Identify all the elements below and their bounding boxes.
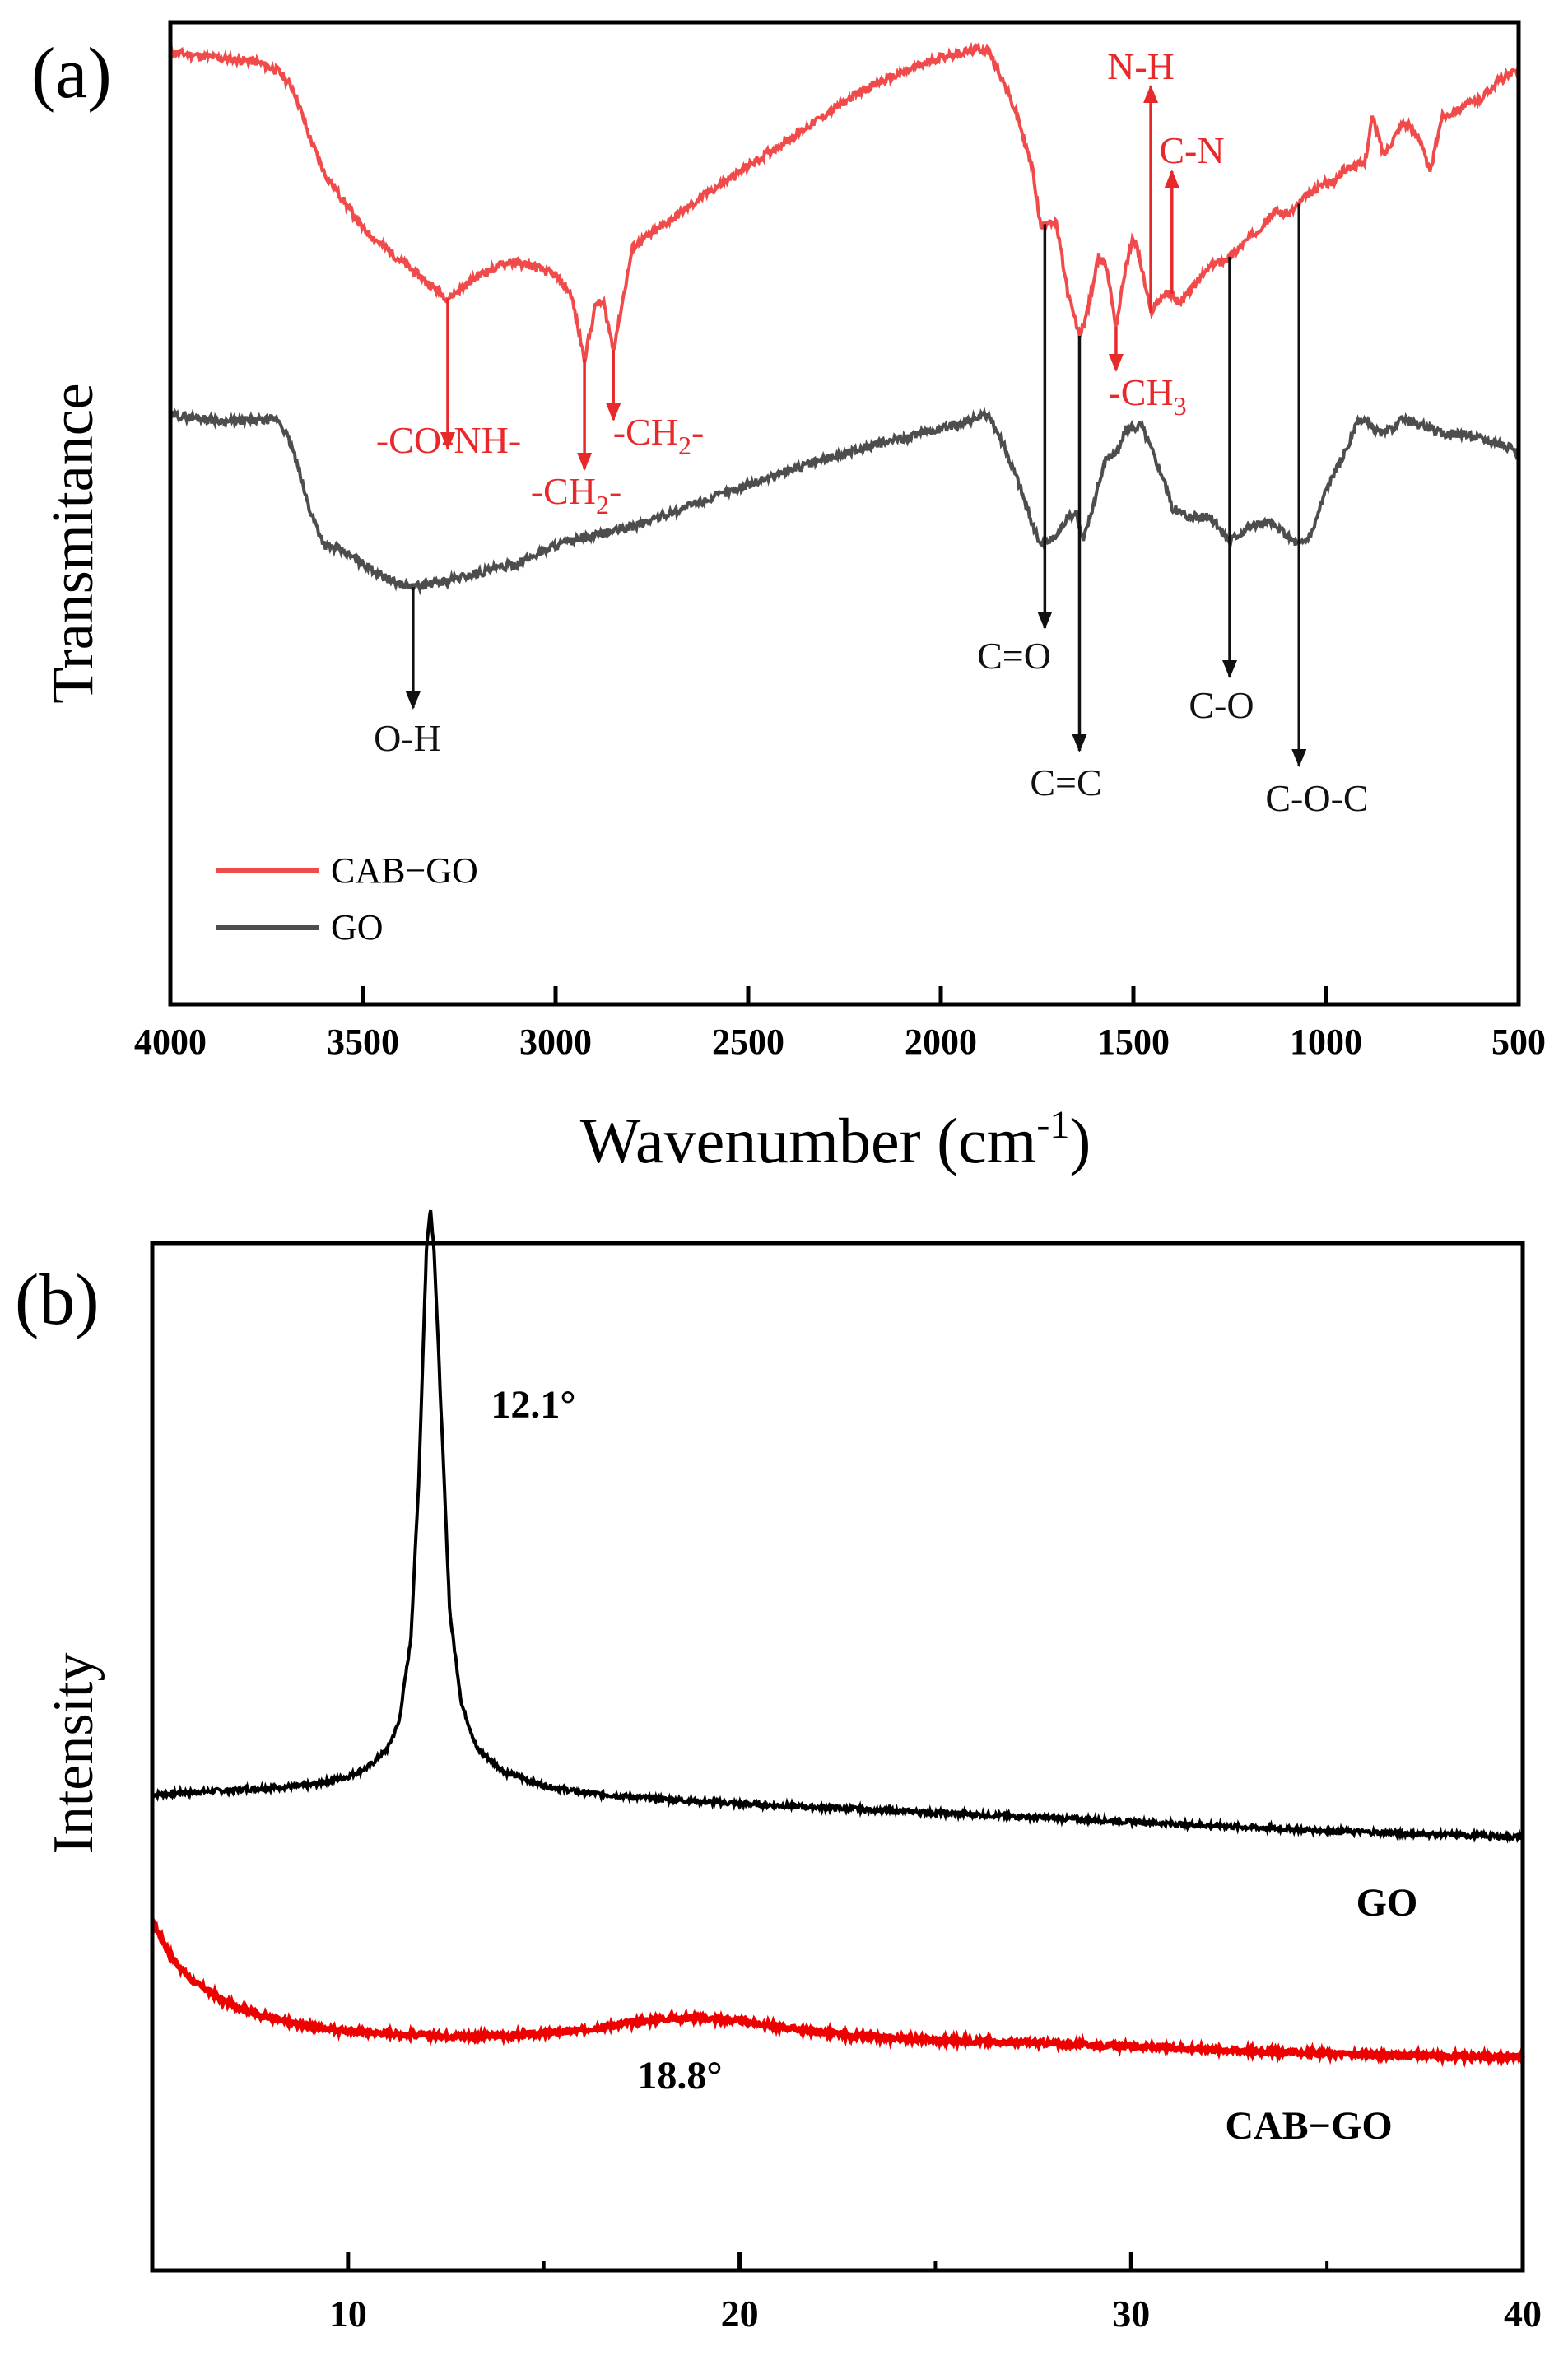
x-tick-label-a-2: 3000 [519,1022,592,1062]
annotation-arrowhead-0 [440,432,455,450]
panel-a-ylabel: Transmitance [40,383,105,703]
panel-a-plot-area: -CO-NH--CH2--CH2--CH3N-HC-NO-HC=OC=CC-OC… [169,41,1520,819]
annotation-arrowhead-5 [1164,170,1179,188]
x-tick-label-b-1: 20 [721,2293,759,2335]
annotation-label-0: -CO-NH- [376,419,521,461]
x-tick-label-a-5: 1500 [1097,1022,1170,1062]
x-tick-label-b-2: 30 [1112,2293,1150,2335]
x-tick-label-a-7: 500 [1491,1022,1546,1062]
annotation-label-9: C-O [1189,684,1254,726]
x-tick-label-a-3: 2500 [712,1022,784,1062]
annotation-arrowhead-7 [1037,612,1053,630]
x-tick-label-a-4: 2000 [905,1022,977,1062]
x-tick-label-b-3: 40 [1504,2293,1542,2335]
panel-b-label: (b) [15,1260,100,1340]
series-label-b-1: CAB−GO [1225,2104,1392,2148]
annotation-arrowhead-9 [1222,660,1237,678]
peak-label-1: 18.8° [637,2054,722,2098]
annotation-label-10: C-O-C [1265,777,1368,819]
annotation-label-2: -CH2- [613,411,705,460]
annotation-arrowhead-3 [1108,354,1124,372]
series-line-go [169,407,1520,596]
x-tick-label-a-0: 4000 [134,1022,207,1062]
series-line-cab-go [169,41,1520,364]
x-tick-label-a-6: 1000 [1290,1022,1362,1062]
annotation-label-8: C=C [1030,761,1101,803]
series-line-cab-go-xrd [150,1918,1525,2069]
panel-b-frame [150,1241,1525,2273]
annotation-label-5: C-N [1159,129,1224,171]
panel-a-legend: CAB−GO GO [216,850,478,948]
panel-a-label: (a) [31,34,112,114]
legend-label-go: GO [331,907,384,948]
annotation-label-1: -CH2- [531,470,622,519]
annotation-arrowhead-1 [577,453,593,471]
annotation-arrowhead-2 [606,403,621,421]
annotation-arrowhead-4 [1143,85,1159,103]
annotation-arrowhead-8 [1072,734,1087,752]
panel-a-annotations: -CO-NH--CH2--CH2--CH3N-HC-NO-HC=OC=CC-OC… [374,45,1369,819]
x-tick-label-b-0: 10 [329,2293,367,2335]
annotation-label-6: O-H [374,717,441,759]
annotation-label-7: C=O [977,635,1051,677]
panel-b: (b) Intensity 10 20 30 40 12.1° 18.8° GO CAB−G… [15,1209,1542,2335]
annotation-label-3: -CH3 [1108,371,1186,421]
annotation-label-4: N-H [1107,45,1175,87]
x-tick-label-a-1: 3500 [327,1022,399,1062]
panel-b-annotations: 12.1° 18.8° GO CAB−GO [491,1383,1417,2148]
panel-a-frame [168,20,1521,1007]
panel-a: (a) Transmitance Wavenumber (cm-1) 4000 3… [31,20,1546,1176]
panel-b-ylabel: Intensity [42,1653,105,1855]
legend-label-cab-go: CAB−GO [331,850,478,891]
panel-a-x-ticks: 4000 3500 3000 2500 2000 1500 1000 500 [134,986,1546,1062]
peak-label-0: 12.1° [491,1383,575,1427]
annotation-arrowhead-10 [1291,749,1307,767]
series-label-b-0: GO [1356,1881,1418,1925]
panel-b-plot-area: 12.1° 18.8° GO CAB−GO [150,1209,1525,2148]
panel-b-x-ticks: 10 20 30 40 [329,2252,1542,2335]
panel-a-xlabel: Wavenumber (cm-1) [580,1103,1091,1176]
series-line-go-xrd [151,1209,1524,1844]
annotation-arrowhead-6 [405,691,421,710]
